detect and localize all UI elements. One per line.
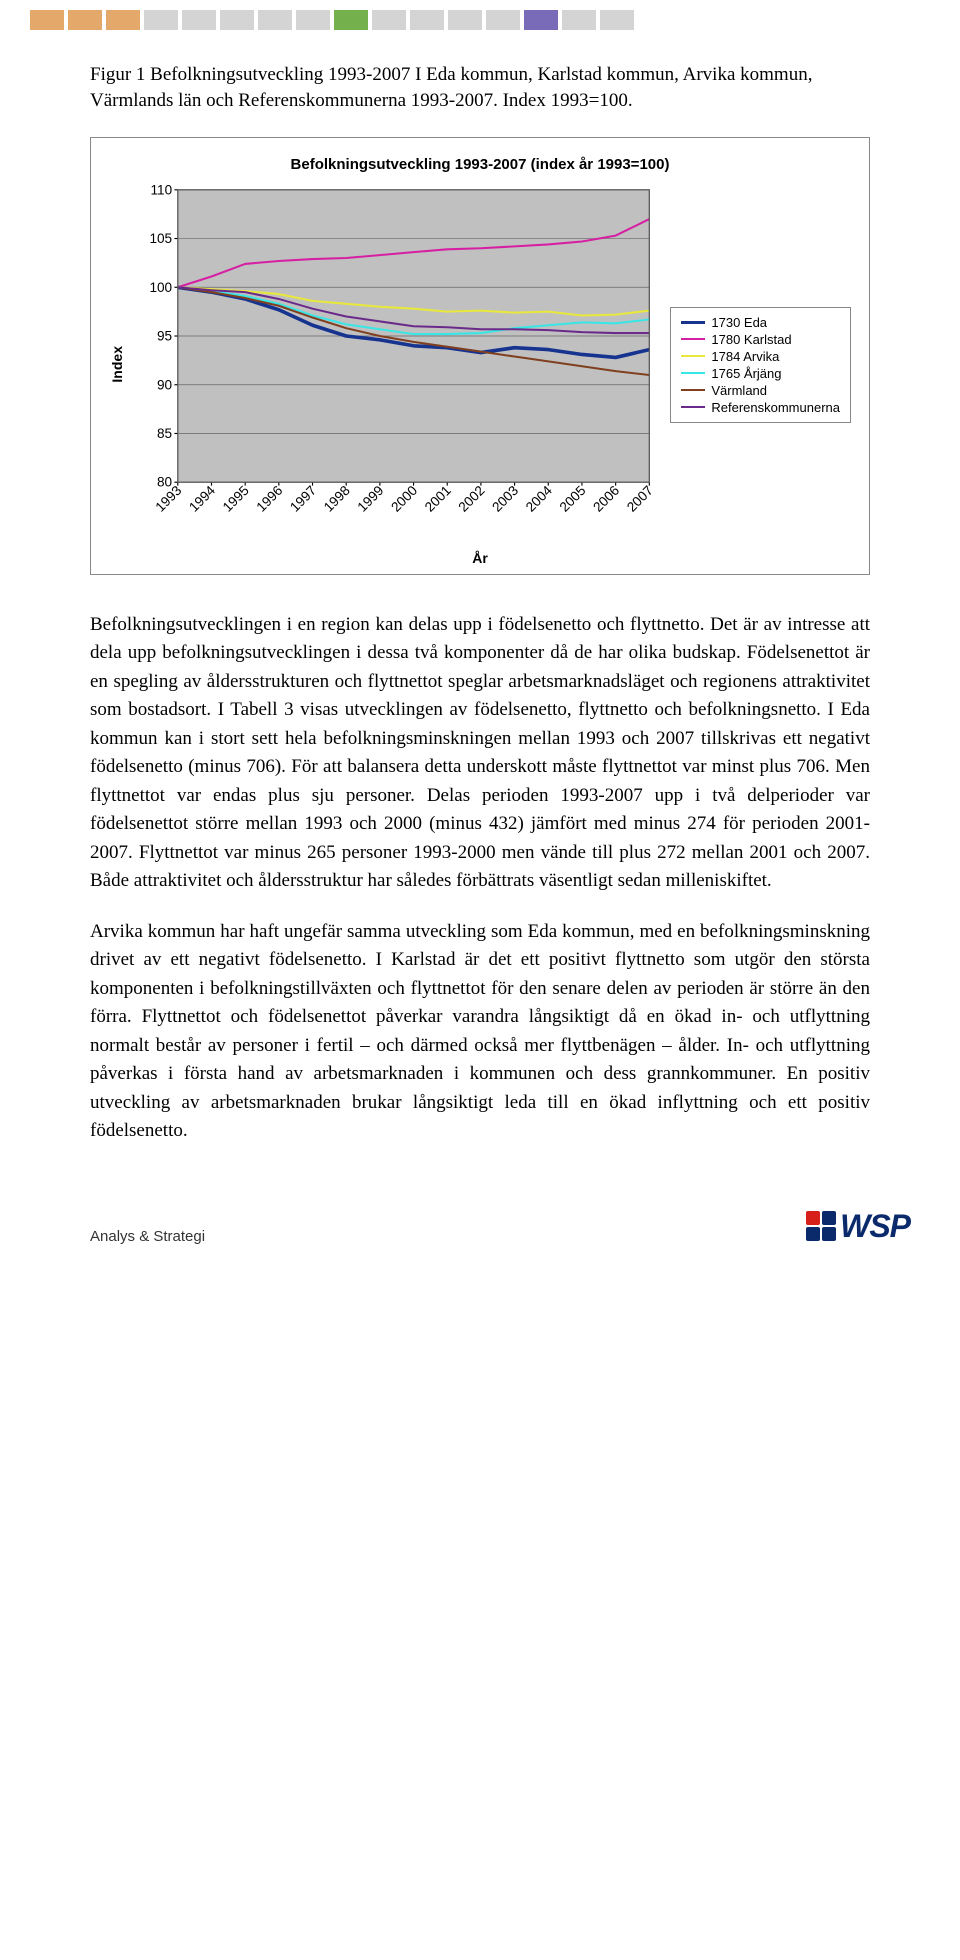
stripe-square — [296, 10, 330, 30]
legend-label: 1730 Eda — [711, 315, 767, 330]
svg-text:110: 110 — [150, 183, 172, 197]
stripe-square — [410, 10, 444, 30]
stripe-square — [448, 10, 482, 30]
legend-swatch — [681, 406, 705, 408]
svg-text:2005: 2005 — [557, 483, 589, 515]
chart-plot-area: 8085909510010511019931994199519961997199… — [137, 183, 658, 546]
svg-text:2001: 2001 — [422, 483, 454, 515]
legend-label: 1784 Arvika — [711, 349, 779, 364]
stripe-square — [562, 10, 596, 30]
stripe-square — [600, 10, 634, 30]
wsp-logo-mark — [806, 1211, 836, 1241]
logo-cell — [822, 1211, 836, 1225]
stripe-square — [182, 10, 216, 30]
svg-text:100: 100 — [149, 280, 172, 295]
legend-item: 1784 Arvika — [681, 348, 840, 365]
wsp-logo: WSP — [806, 1208, 910, 1245]
legend-swatch — [681, 389, 705, 391]
chart-y-label: Index — [109, 346, 125, 383]
legend-label: 1765 Årjäng — [711, 366, 781, 381]
svg-text:1998: 1998 — [321, 483, 353, 515]
legend-item: 1765 Årjäng — [681, 365, 840, 382]
top-color-stripe — [0, 0, 960, 30]
footer-left-text: Analys & Strategi — [90, 1228, 205, 1245]
svg-text:2004: 2004 — [523, 483, 555, 515]
chart-legend: 1730 Eda 1780 Karlstad 1784 Arvika 1765 Årj… — [670, 307, 851, 423]
legend-item: 1730 Eda — [681, 314, 840, 331]
svg-text:1995: 1995 — [220, 483, 252, 515]
svg-text:2000: 2000 — [388, 483, 420, 515]
svg-text:1997: 1997 — [287, 483, 319, 515]
logo-cell — [806, 1227, 820, 1241]
stripe-square — [334, 10, 368, 30]
stripe-square — [372, 10, 406, 30]
svg-text:105: 105 — [149, 231, 172, 246]
chart-x-label: År — [109, 550, 851, 566]
svg-text:1994: 1994 — [186, 483, 218, 515]
svg-text:90: 90 — [157, 378, 173, 393]
svg-text:2002: 2002 — [456, 483, 488, 515]
wsp-logo-text: WSP — [840, 1208, 910, 1245]
legend-label: Referenskommunerna — [711, 400, 840, 415]
stripe-square — [486, 10, 520, 30]
figure-caption: Figur 1 Befolkningsutveckling 1993-2007 … — [90, 62, 870, 113]
chart-title: Befolkningsutveckling 1993-2007 (index å… — [109, 156, 851, 173]
legend-swatch — [681, 355, 705, 357]
stripe-square — [144, 10, 178, 30]
logo-cell — [806, 1211, 820, 1225]
legend-item: 1780 Karlstad — [681, 331, 840, 348]
stripe-square — [106, 10, 140, 30]
paragraph-1: Befolkningsutvecklingen i en region kan … — [90, 611, 870, 896]
legend-label: Värmland — [711, 383, 767, 398]
stripe-square — [258, 10, 292, 30]
svg-text:95: 95 — [157, 329, 172, 344]
paragraph-2: Arvika kommun har haft ungefär samma utv… — [90, 918, 870, 1146]
stripe-square — [524, 10, 558, 30]
svg-text:2007: 2007 — [624, 483, 656, 515]
legend-swatch — [681, 321, 705, 324]
stripe-square — [30, 10, 64, 30]
page-footer: Analys & Strategi WSP — [0, 1168, 960, 1269]
legend-item: Referenskommunerna — [681, 399, 840, 416]
svg-text:1999: 1999 — [355, 483, 387, 515]
stripe-square — [220, 10, 254, 30]
logo-cell — [822, 1227, 836, 1241]
svg-text:85: 85 — [157, 426, 172, 441]
body-text: Befolkningsutvecklingen i en region kan … — [90, 611, 870, 1146]
legend-swatch — [681, 372, 705, 374]
legend-swatch — [681, 338, 705, 340]
legend-label: 1780 Karlstad — [711, 332, 791, 347]
svg-text:2006: 2006 — [590, 483, 622, 515]
svg-text:1996: 1996 — [253, 483, 285, 515]
legend-item: Värmland — [681, 382, 840, 399]
population-chart: Befolkningsutveckling 1993-2007 (index å… — [90, 137, 870, 575]
svg-text:2003: 2003 — [489, 483, 521, 515]
stripe-square — [68, 10, 102, 30]
